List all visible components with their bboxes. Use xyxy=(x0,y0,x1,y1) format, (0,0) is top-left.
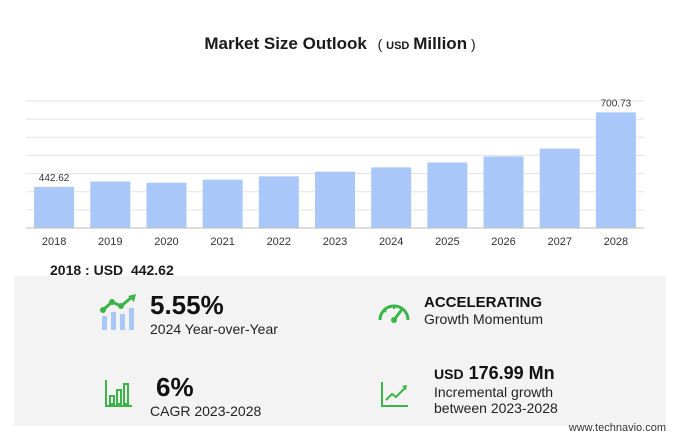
incremental-unit: USD xyxy=(434,366,464,382)
x-tick-2018: 2018 xyxy=(42,236,66,248)
base-year-amount: 442.62 xyxy=(130,262,174,278)
momentum-label: Growth Momentum xyxy=(424,311,544,327)
cagr-kpi: 6% CAGR 2023-2028 xyxy=(150,372,261,419)
x-tick-2022: 2022 xyxy=(267,236,291,248)
incremental-amount: 176.99 Mn xyxy=(468,363,555,383)
unit-prefix: USD xyxy=(386,40,410,52)
x-tick-2027: 2027 xyxy=(547,236,571,248)
incremental-kpi: USD 176.99 Mn Incremental growth between… xyxy=(434,363,558,416)
x-tick-2024: 2024 xyxy=(379,236,403,248)
x-tick-2021: 2021 xyxy=(210,236,234,248)
bar-2020 xyxy=(146,182,187,228)
source-link[interactable]: www.technavio.com xyxy=(568,422,666,434)
incremental-label-1: Incremental growth xyxy=(434,384,554,400)
yoy-label: 2024 Year-over-Year xyxy=(150,321,278,337)
bar-2025 xyxy=(427,162,468,228)
bar-2024 xyxy=(371,167,412,228)
bar-2021 xyxy=(202,179,243,228)
x-tick-2026: 2026 xyxy=(491,236,515,248)
x-tick-2019: 2019 xyxy=(98,236,122,248)
growth-chart-icon xyxy=(100,294,136,330)
data-label-2028: 700.73 xyxy=(601,98,632,109)
x-tick-2025: 2025 xyxy=(435,236,459,248)
incremental-label-2: between 2023-2028 xyxy=(434,400,558,416)
yoy-kpi: 5.55% 2024 Year-over-Year xyxy=(150,290,278,337)
x-tick-2028: 2028 xyxy=(604,236,628,248)
bar-2026 xyxy=(483,156,524,228)
base-year-label: 2018 : USD xyxy=(50,262,124,278)
speedometer-icon xyxy=(378,304,410,323)
base-year-value: 2018 : USD 442.62 xyxy=(50,262,174,278)
bar-2028 xyxy=(595,112,636,228)
data-label-2018: 442.62 xyxy=(39,173,70,184)
bar-chart: 2018 442.62 2019 2020 2021 2022 2023 2024 2025 20… xyxy=(26,98,644,248)
yoy-value: 5.55% xyxy=(150,290,224,320)
cagr-value: 6% xyxy=(156,372,194,402)
unit-suffix: Million xyxy=(413,34,468,53)
x-tick-2020: 2020 xyxy=(154,236,178,248)
title-unit: ( USD Million ) xyxy=(377,34,476,53)
chart-title: Market Size Outlook ( USD Million ) xyxy=(0,34,680,54)
incremental-value: USD 176.99 Mn xyxy=(434,363,558,384)
title-text: Market Size Outlook xyxy=(204,34,367,53)
bar-2023 xyxy=(315,171,355,228)
cagr-label: CAGR 2023-2028 xyxy=(150,403,262,419)
momentum-kpi: ACCELERATING Growth Momentum xyxy=(424,294,543,327)
bar-2018 xyxy=(34,186,75,228)
cagr-chart-icon xyxy=(105,380,132,407)
kpi-panel xyxy=(14,276,666,426)
x-tick-2023: 2023 xyxy=(323,236,347,248)
bar-2022 xyxy=(258,176,299,228)
momentum-value: ACCELERATING xyxy=(424,294,543,311)
trend-line-icon xyxy=(381,382,408,407)
bar-2027 xyxy=(539,148,580,228)
bar-2019 xyxy=(90,181,131,228)
